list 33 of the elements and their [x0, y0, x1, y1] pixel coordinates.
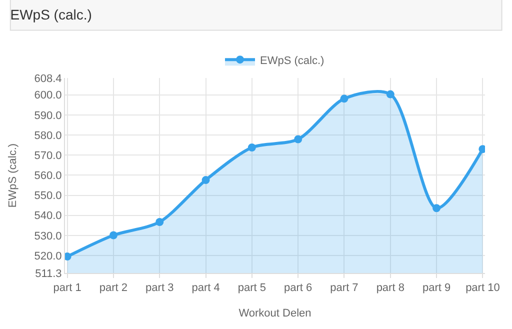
y-tick-label: 600.0 [34, 90, 62, 102]
chart-title: EWpS (calc.) [10, 6, 92, 23]
x-tick-label: part 10 [466, 282, 500, 294]
point [109, 231, 118, 240]
y-tick-label: 550.0 [34, 190, 62, 202]
x-tick-label: part 1 [53, 282, 82, 294]
point [156, 218, 164, 226]
y-axis-title: EWpS (calc.) [6, 143, 19, 208]
x-tick-label: part 7 [330, 282, 358, 294]
point [340, 94, 348, 103]
point [294, 135, 302, 144]
x-axis-title: Workout Delen [238, 307, 312, 320]
y-tick-label: 511.3 [35, 268, 62, 280]
x-tick-label: part 6 [284, 282, 312, 294]
x-tick-label: part 8 [376, 282, 404, 294]
x-tick-label: part 5 [238, 282, 266, 294]
y-tick-label: 520.0 [34, 250, 62, 262]
y-tick-label: 608.4 [34, 72, 62, 85]
y-tick-label: 540.0 [34, 210, 62, 222]
y-tick-label: 580.0 [34, 130, 62, 142]
point [202, 176, 210, 184]
y-tick-label: 590.0 [34, 110, 62, 122]
legend-label: EWpS (calc.) [260, 54, 324, 67]
x-tick-label: part 4 [192, 282, 220, 294]
point [432, 204, 441, 212]
x-tick-label: part 3 [146, 282, 174, 294]
y-tick-label: 530.0 [34, 230, 62, 242]
point [248, 143, 256, 152]
x-tick-label: part 2 [99, 282, 128, 294]
x-tick-label: part 9 [422, 282, 451, 294]
y-tick-label: 570.0 [34, 150, 62, 162]
point [386, 90, 394, 98]
y-tick-label: 560.0 [34, 170, 62, 182]
